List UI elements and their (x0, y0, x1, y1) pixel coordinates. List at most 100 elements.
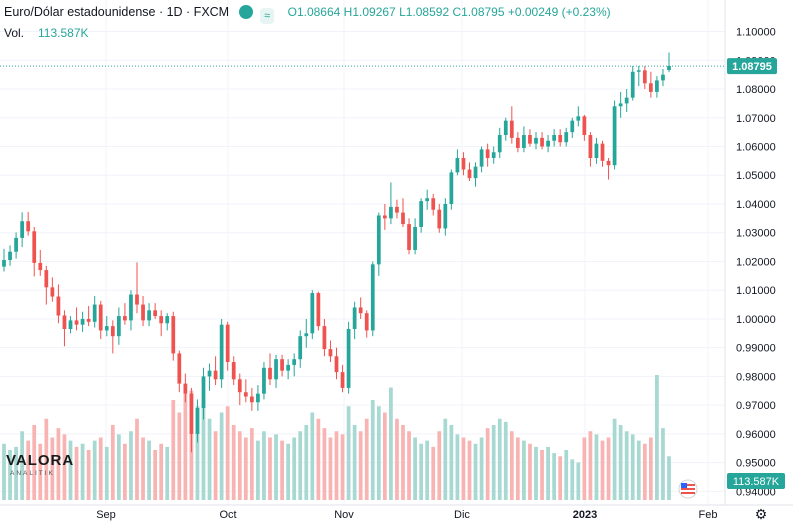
candle-body (153, 310, 158, 317)
candle-body (231, 362, 236, 380)
volume-bar (485, 428, 490, 500)
candle-body (528, 135, 532, 144)
candle-body (135, 294, 139, 305)
candle-body (395, 206, 399, 213)
time-tick-label: Nov (334, 509, 354, 521)
candle-body (104, 326, 109, 331)
volume-bar (316, 418, 321, 500)
candle-body (431, 198, 436, 210)
volume-bar (419, 443, 424, 500)
candle-body (14, 237, 18, 252)
candle-body (26, 221, 31, 232)
volume-bar (86, 450, 91, 500)
volume-bar (219, 412, 224, 500)
volume-bar (135, 418, 139, 500)
volume-bar (14, 446, 18, 500)
candle-body (425, 198, 430, 202)
candle-body (352, 307, 357, 330)
candle-body (588, 135, 593, 159)
volume-bar (582, 437, 587, 500)
candle-body (655, 80, 659, 92)
last-volume-badge (727, 473, 785, 489)
grid (0, 0, 725, 505)
price-tick-label: 1.05000 (736, 170, 776, 182)
volume-bar (20, 431, 25, 500)
volume-bar (473, 443, 478, 500)
volume-bar (231, 425, 236, 500)
candle-body (636, 70, 641, 72)
candle-body (467, 169, 472, 179)
volume-bar (26, 440, 31, 500)
symbol-title[interactable]: Euro/Dólar estadounidense · 1D · FXCM (4, 5, 230, 19)
candle-body (594, 143, 599, 159)
volume-bar (467, 440, 472, 500)
volume-bar (382, 412, 387, 500)
candle-body (419, 201, 424, 227)
price-axis[interactable]: 1.100001.090001.080001.070001.060001.050… (724, 0, 793, 505)
volume-bar (292, 437, 297, 500)
volume-bar (304, 425, 309, 500)
candle-body (280, 359, 284, 371)
volume-bar (268, 437, 272, 500)
candle-body (74, 320, 79, 325)
price-axis-bg (725, 0, 793, 505)
candle-body (201, 376, 206, 409)
volume-bar (207, 418, 212, 500)
price-tick-label: 0.95000 (736, 458, 776, 470)
volume-bar (648, 437, 653, 500)
volume-bar (497, 418, 502, 500)
volume-bar (667, 456, 671, 500)
candle-body (389, 206, 393, 219)
time-axis[interactable]: Sep Oct Nov Dic 2023 Feb ⚙ (0, 504, 793, 522)
price-tick-label: 0.97000 (736, 400, 776, 412)
volume-bar (528, 443, 532, 500)
candle-body (570, 120, 575, 133)
volume-bar (141, 437, 145, 500)
volume-bar (256, 440, 260, 500)
volume-bar (201, 400, 206, 500)
volume-bar (322, 428, 327, 500)
candle-body (443, 203, 448, 229)
logo-subtitle: ANALITIK (10, 470, 55, 477)
volume-bar (280, 440, 284, 500)
volume-bar (588, 431, 593, 500)
candle-body (2, 260, 6, 267)
candle-body (44, 270, 49, 288)
price-tick-label: 1.06000 (736, 142, 776, 154)
time-tick-label: Oct (219, 509, 236, 521)
high-value: H1.09267 (343, 5, 396, 19)
volume-bar (431, 446, 436, 500)
volume-bar (74, 446, 79, 500)
volume-bar (165, 446, 170, 500)
volume-bar (655, 375, 659, 500)
volume-bar (552, 453, 557, 500)
candle-body (116, 316, 121, 337)
candle-body (334, 356, 339, 373)
legend-header: Euro/Dólar estadounidense · 1D · FXCM ≈ … (4, 5, 611, 24)
volume-bar (455, 434, 460, 500)
last-price-badge (727, 58, 777, 75)
candle-body (491, 152, 496, 159)
flag-stripe (681, 492, 695, 494)
candle-body (413, 226, 417, 250)
candle-body (183, 383, 188, 394)
volume-bar (389, 387, 393, 500)
time-tick-label: Dic (454, 509, 470, 521)
price-tick-label: 1.01000 (736, 285, 776, 297)
volume-bar (116, 434, 121, 500)
candle-body (56, 296, 61, 316)
candle-body (189, 393, 194, 434)
candle-body (540, 137, 544, 147)
volume-bar (225, 406, 230, 500)
volume-bar (540, 450, 544, 500)
price-tick-label: 1.03000 (736, 228, 776, 240)
time-tick-label: Sep (96, 509, 116, 521)
volume-bar (636, 440, 641, 500)
settings-icon: ⚙ (755, 506, 768, 522)
volume-bar (195, 406, 200, 500)
candle-body (171, 316, 176, 354)
compare-icon[interactable]: ≈ (260, 8, 275, 24)
volume-bar (56, 428, 61, 500)
candle-body (165, 316, 170, 324)
volume-label[interactable]: Vol. (4, 26, 25, 40)
